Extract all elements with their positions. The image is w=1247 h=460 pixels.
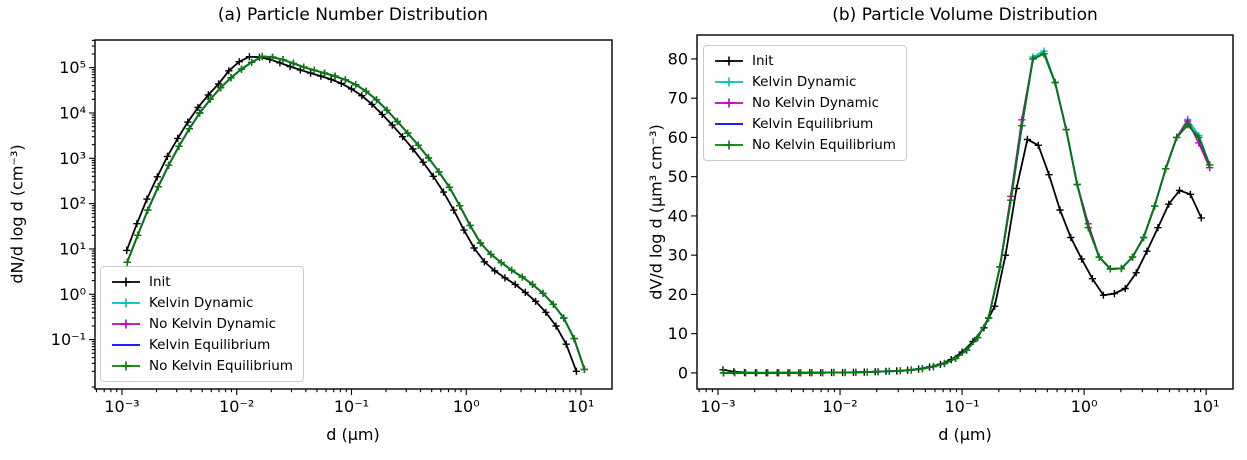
legend-line-sample-icon: [111, 359, 141, 373]
legend-entry-init: Init: [714, 53, 896, 69]
series-markers-no-kelvin-equilibrium: [123, 52, 588, 373]
legend-line-sample-icon: [111, 338, 141, 352]
legend-entry-no-kelvin-dynamic: No Kelvin Dynamic: [714, 95, 896, 111]
legend-entry-kelvin-equilibrium: Kelvin Equilibrium: [111, 337, 293, 353]
y-tick-label: 10¹: [59, 239, 86, 258]
plot-a: 10⁻³ 10⁻² 10⁻¹ 10⁰ 10¹ 10⁻¹ 10⁰ 10¹ 10² 10³ 10⁴ 10⁵: [51, 39, 613, 416]
legend-line-sample-icon: [714, 75, 744, 89]
x-tick-label: 10⁻¹: [944, 397, 979, 416]
legend-label: Init: [149, 274, 171, 290]
x-tick-label: 10⁰: [453, 397, 480, 416]
legend-line-sample-icon: [714, 117, 744, 131]
y-tick-label: 70: [668, 89, 688, 108]
legend-line-sample-icon: [714, 138, 744, 152]
axis-tick-labels: 10⁻³ 10⁻² 10⁻¹ 10⁰ 10¹ 0 10 20 30 40 50 60 70 80: [668, 49, 1220, 416]
axes-frame: [696, 34, 1234, 390]
y-tick-label: 10²: [59, 194, 86, 213]
axis-tick-labels: 10⁻³ 10⁻² 10⁻¹ 10⁰ 10¹ 10⁻¹ 10⁰ 10¹ 10² 10³ 10⁴ 10⁵: [51, 58, 595, 416]
x-tick-label: 10⁻²: [822, 397, 857, 416]
legend-label: No Kelvin Equilibrium: [752, 137, 896, 153]
y-tick-label: 10⁵: [59, 58, 86, 77]
axes-frame: [94, 39, 613, 390]
plot-b-xaxis-label: d (μm): [938, 425, 992, 444]
legend-line-sample-icon: [111, 317, 141, 331]
plot-a-legend: Init Kelvin Dynamic No Kelvin Dynamic Ke…: [100, 266, 304, 382]
legend-entry-no-kelvin-dynamic: No Kelvin Dynamic: [111, 316, 293, 332]
x-tick-label: 10¹: [1193, 397, 1220, 416]
series-line-init: [722, 138, 1203, 374]
y-tick-label: 0: [678, 363, 688, 382]
legend-line-sample-icon: [714, 96, 744, 110]
plot-b-title: (b) Particle Volume Distribution: [832, 5, 1098, 25]
y-tick-label: 40: [668, 206, 688, 225]
legend-label: No Kelvin Dynamic: [752, 95, 880, 111]
legend-line-sample-icon: [714, 54, 744, 68]
y-tick-label: 20: [668, 285, 688, 304]
legend-line-sample-icon: [111, 296, 141, 310]
legend-label: Kelvin Dynamic: [752, 74, 857, 90]
plot-b-yaxis-label: dV/d log d (μm³ cm⁻³): [646, 124, 666, 300]
series-markers-no-kelvin-equilibrium: [719, 50, 1214, 377]
y-tick-label: 10⁰: [59, 285, 86, 304]
legend-label: Kelvin Equilibrium: [149, 337, 271, 353]
y-tick-label: 60: [668, 128, 688, 147]
legend-entry-kelvin-equilibrium: Kelvin Equilibrium: [714, 116, 896, 132]
x-tick-label: 10⁻³: [104, 397, 139, 416]
plot-a-xaxis-label: d (μm): [326, 425, 380, 444]
legend-entry-kelvin-dynamic: Kelvin Dynamic: [714, 74, 896, 90]
legend-entry-no-kelvin-equilibrium: No Kelvin Equilibrium: [714, 137, 896, 153]
legend-label: Init: [752, 53, 774, 69]
y-tick-label: 10: [668, 324, 688, 343]
x-tick-label: 10⁻³: [700, 397, 735, 416]
axis-ticks: [691, 58, 1207, 395]
legend-label: No Kelvin Dynamic: [149, 316, 277, 332]
x-tick-label: 10⁰: [1071, 397, 1098, 416]
legend-entry-kelvin-dynamic: Kelvin Dynamic: [111, 295, 293, 311]
legend-entry-no-kelvin-equilibrium: No Kelvin Equilibrium: [111, 358, 293, 374]
plot-b: 10⁻³ 10⁻² 10⁻¹ 10⁰ 10¹ 0 10 20 30 40 50 60 70 80: [668, 34, 1234, 416]
legend-entry-init: Init: [111, 274, 293, 290]
plot-a-yaxis-label: dN/d log d (cm⁻³): [7, 144, 27, 284]
series-markers-init: [123, 53, 580, 375]
legend-label: Kelvin Dynamic: [149, 295, 254, 311]
y-tick-label: 10⁴: [59, 103, 86, 122]
y-tick-label: 80: [668, 49, 688, 68]
y-tick-label: 10³: [59, 149, 86, 168]
y-tick-label: 10⁻¹: [51, 330, 86, 349]
y-tick-label: 50: [668, 167, 688, 186]
x-tick-label: 10¹: [568, 397, 595, 416]
y-tick-label: 30: [668, 246, 688, 265]
legend-line-sample-icon: [111, 275, 141, 289]
legend-label: No Kelvin Equilibrium: [149, 358, 293, 374]
plot-b-legend: Init Kelvin Dynamic No Kelvin Dynamic Ke…: [703, 45, 907, 161]
legend-label: Kelvin Equilibrium: [752, 116, 874, 132]
x-tick-label: 10⁻¹: [334, 397, 369, 416]
plot-a-title: (a) Particle Number Distribution: [217, 5, 489, 25]
axis-ticks: [89, 39, 582, 395]
x-tick-label: 10⁻²: [219, 397, 254, 416]
